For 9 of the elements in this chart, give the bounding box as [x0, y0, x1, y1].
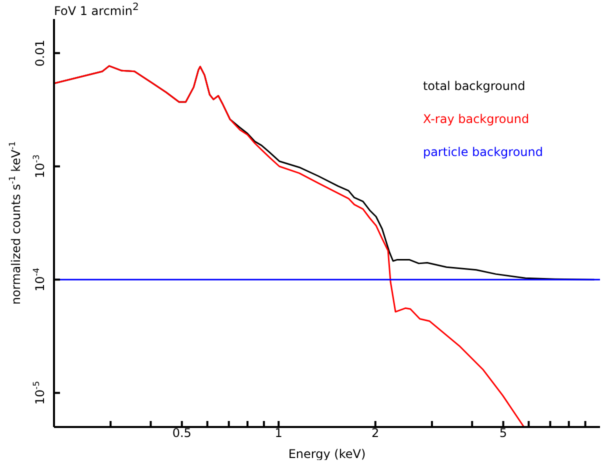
chart-title: FoV 1 arcmin$^{2}$ [54, 2, 139, 18]
y-tick-label: 0.01 [33, 40, 47, 66]
x-tick-label: 5 [499, 426, 508, 440]
x-tick-label: 2 [372, 426, 380, 440]
text: particle background [422, 144, 543, 161]
text: total background [422, 78, 526, 95]
text: X-ray background [422, 111, 530, 128]
x-tick-label: 1 [274, 426, 282, 440]
x-tick-label: 0.5 [172, 426, 192, 440]
